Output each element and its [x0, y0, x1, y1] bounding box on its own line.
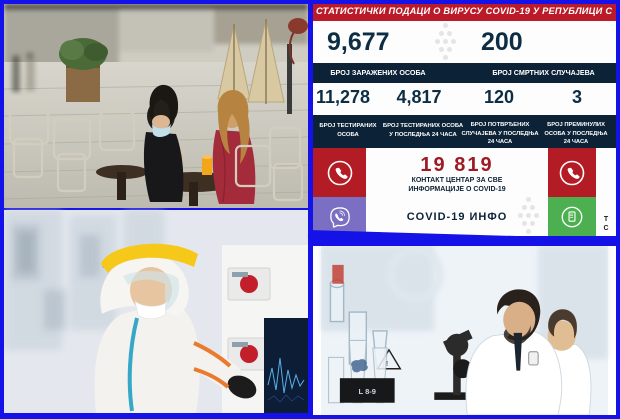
svg-text:L 8-9: L 8-9 — [359, 387, 376, 396]
